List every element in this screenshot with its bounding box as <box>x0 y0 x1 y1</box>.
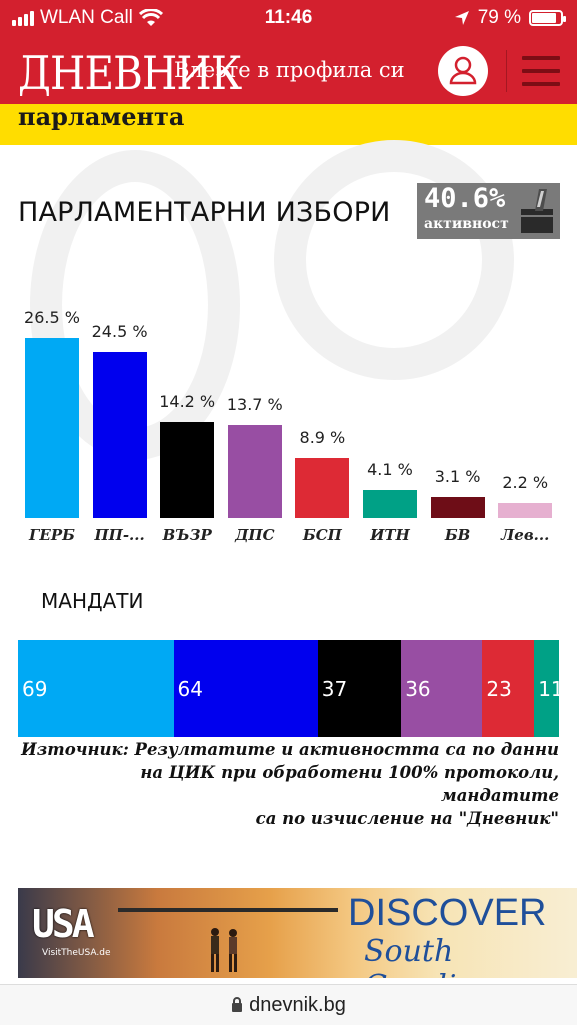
category-label: БВ <box>444 526 471 544</box>
source-note: Източник: Резултатите и активността са п… <box>18 738 559 830</box>
menu-icon[interactable] <box>522 56 560 86</box>
bar <box>498 503 553 518</box>
battery-percent: 79 % <box>477 7 521 28</box>
bar-value-label: 24.5 % <box>91 321 148 341</box>
bar <box>92 351 147 518</box>
people-walking-image <box>211 928 237 972</box>
status-left: WLAN Call <box>12 7 163 29</box>
advertisement-banner[interactable]: USA VisitTheUSA.de DISCOVER South Caroli… <box>18 888 577 978</box>
mandates-title: МАНДАТИ <box>41 589 144 613</box>
turnout-value: 40.6% <box>424 183 506 214</box>
bar <box>160 421 215 518</box>
bar <box>363 490 417 518</box>
category-label: ПП-... <box>94 526 145 544</box>
status-time: 11:46 <box>264 7 313 28</box>
site-logo[interactable]: ДНЕВНИК <box>18 46 242 100</box>
header-divider <box>506 50 507 92</box>
category-label: ГЕРБ <box>29 526 75 544</box>
location-arrow-icon <box>454 11 469 25</box>
turnout-label: активност <box>424 216 509 232</box>
profile-button[interactable] <box>438 46 488 96</box>
ad-region-text: South Carolina <box>364 934 494 978</box>
lock-icon <box>232 997 243 1012</box>
carrier-label: WLAN Call <box>40 7 133 28</box>
source-line: на ЦИК при обработени 100% протоколи, ма… <box>140 763 559 805</box>
ad-visit-text: VisitTheUSA.de <box>42 948 111 958</box>
mandates-bar: 69 64 37 36 23 11 <box>18 640 559 737</box>
category-label: Лев... <box>501 526 550 544</box>
pier-graphic <box>118 908 338 912</box>
status-bar: WLAN Call 11:46 79 % <box>0 0 577 38</box>
mandate-segment: 64 <box>173 640 318 737</box>
category-label: ИТН <box>370 526 410 544</box>
ballot-box-icon <box>521 189 553 233</box>
turnout-badge: 40.6% активност <box>417 183 560 239</box>
bar-value-label: 14.2 % <box>159 391 216 411</box>
bar <box>25 338 79 518</box>
source-line: Източник: Резултатите и активността са п… <box>21 740 559 759</box>
category-label: ДПС <box>235 526 275 544</box>
user-icon <box>449 56 477 85</box>
ad-discover-text: DISCOVER <box>348 892 547 934</box>
url-display[interactable]: dnevnik.bg <box>0 994 577 1017</box>
mandate-segment: 23 <box>482 640 535 737</box>
status-right: 79 % <box>454 7 566 29</box>
battery-icon <box>529 10 566 26</box>
headline-text: парламента <box>18 102 185 131</box>
bar-value-label: 3.1 % <box>434 466 481 486</box>
mandate-segment: 36 <box>401 640 483 737</box>
mandate-segment: 11 <box>534 640 559 737</box>
headline-strip[interactable]: парламента <box>0 102 577 145</box>
url-text: dnevnik.bg <box>249 994 346 1016</box>
category-label: БСП <box>302 526 342 544</box>
chart-title: ПАРЛАМЕНТАРНИ ИЗБОРИ <box>18 197 391 228</box>
source-line: са по изчисление на "Дневник" <box>255 809 559 828</box>
mandate-segment: 69 <box>18 640 174 737</box>
mandate-segment: 37 <box>317 640 402 737</box>
bar <box>227 424 282 518</box>
login-link[interactable]: Влезте в профила си <box>174 58 405 82</box>
ad-usa-logo: USA <box>32 902 95 946</box>
bar <box>430 496 485 518</box>
category-label: ВЪЗР <box>162 526 212 544</box>
bar-value-label: 8.9 % <box>299 427 346 447</box>
results-bar-chart: 26.5 % ГЕРБ 24.5 % ПП-... 14.2 % ВЪЗР 13.7 % ДП… <box>0 290 577 550</box>
site-header: ДНЕВНИК Влезте в профила си <box>0 38 577 104</box>
bar <box>295 457 350 518</box>
bar-value-label: 4.1 % <box>367 460 413 480</box>
bar-value-label: 26.5 % <box>24 308 80 327</box>
cellular-signal-icon <box>12 10 34 26</box>
bar-value-label: 13.7 % <box>226 394 283 414</box>
bar-value-label: 2.2 % <box>502 473 549 493</box>
wifi-icon <box>138 9 163 26</box>
browser-address-bar[interactable]: dnevnik.bg <box>0 984 577 1025</box>
